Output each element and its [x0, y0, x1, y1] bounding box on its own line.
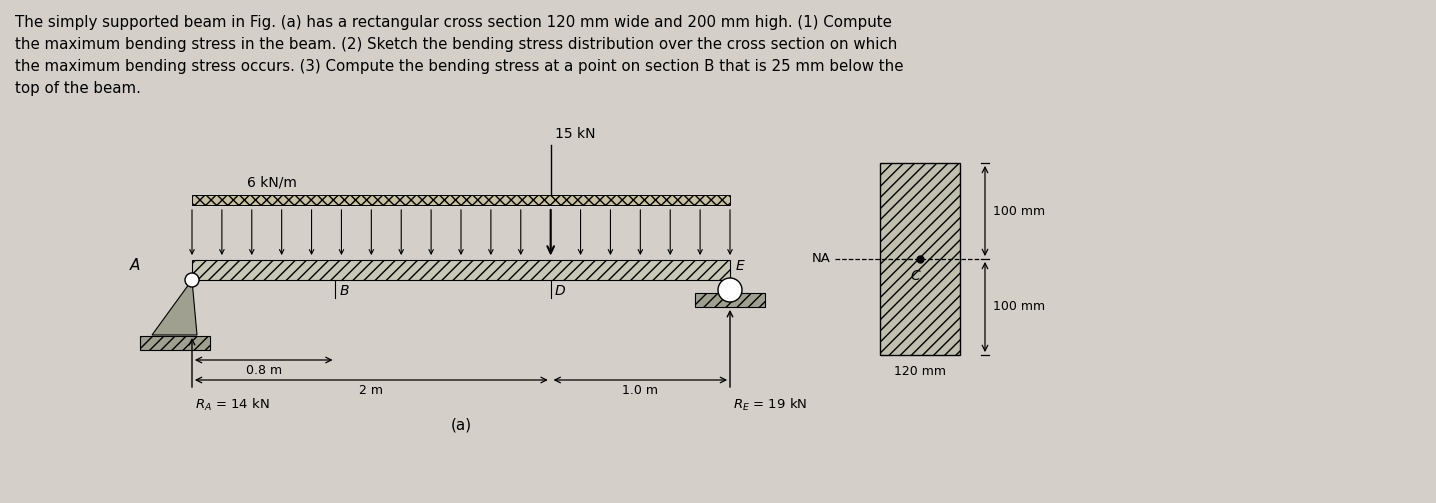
- Text: $R_A$ = 14 kN: $R_A$ = 14 kN: [195, 397, 270, 413]
- Text: 100 mm: 100 mm: [994, 205, 1045, 217]
- Bar: [139, 336, 210, 350]
- Text: The simply supported beam in Fig. (a) has a rectangular cross section 120 mm wid: The simply supported beam in Fig. (a) ha…: [14, 15, 892, 30]
- Text: A: A: [129, 259, 139, 274]
- Text: E: E: [737, 259, 745, 273]
- Text: $R_E$ = 19 kN: $R_E$ = 19 kN: [732, 397, 807, 413]
- Text: top of the beam.: top of the beam.: [14, 81, 141, 96]
- Bar: [880, 163, 961, 355]
- Text: 6 kN/m: 6 kN/m: [247, 175, 297, 189]
- Text: 0.8 m: 0.8 m: [246, 364, 281, 377]
- Text: the maximum bending stress occurs. (3) Compute the bending stress at a point on : the maximum bending stress occurs. (3) C…: [14, 59, 903, 74]
- Text: (a): (a): [451, 417, 471, 432]
- Bar: [192, 260, 729, 280]
- Text: 1.0 m: 1.0 m: [622, 384, 658, 397]
- Text: D: D: [554, 284, 566, 298]
- Circle shape: [718, 278, 742, 302]
- Polygon shape: [152, 280, 197, 335]
- Circle shape: [185, 273, 200, 287]
- Text: C: C: [910, 269, 920, 283]
- Text: the maximum bending stress in the beam. (2) Sketch the bending stress distributi: the maximum bending stress in the beam. …: [14, 37, 898, 52]
- Text: 2 m: 2 m: [359, 384, 383, 397]
- Text: B: B: [339, 284, 349, 298]
- Text: 100 mm: 100 mm: [994, 300, 1045, 313]
- Bar: [695, 293, 765, 307]
- Text: 120 mm: 120 mm: [895, 365, 946, 378]
- Bar: [192, 195, 729, 205]
- Text: 15 kN: 15 kN: [554, 127, 595, 141]
- Text: NA: NA: [813, 253, 831, 266]
